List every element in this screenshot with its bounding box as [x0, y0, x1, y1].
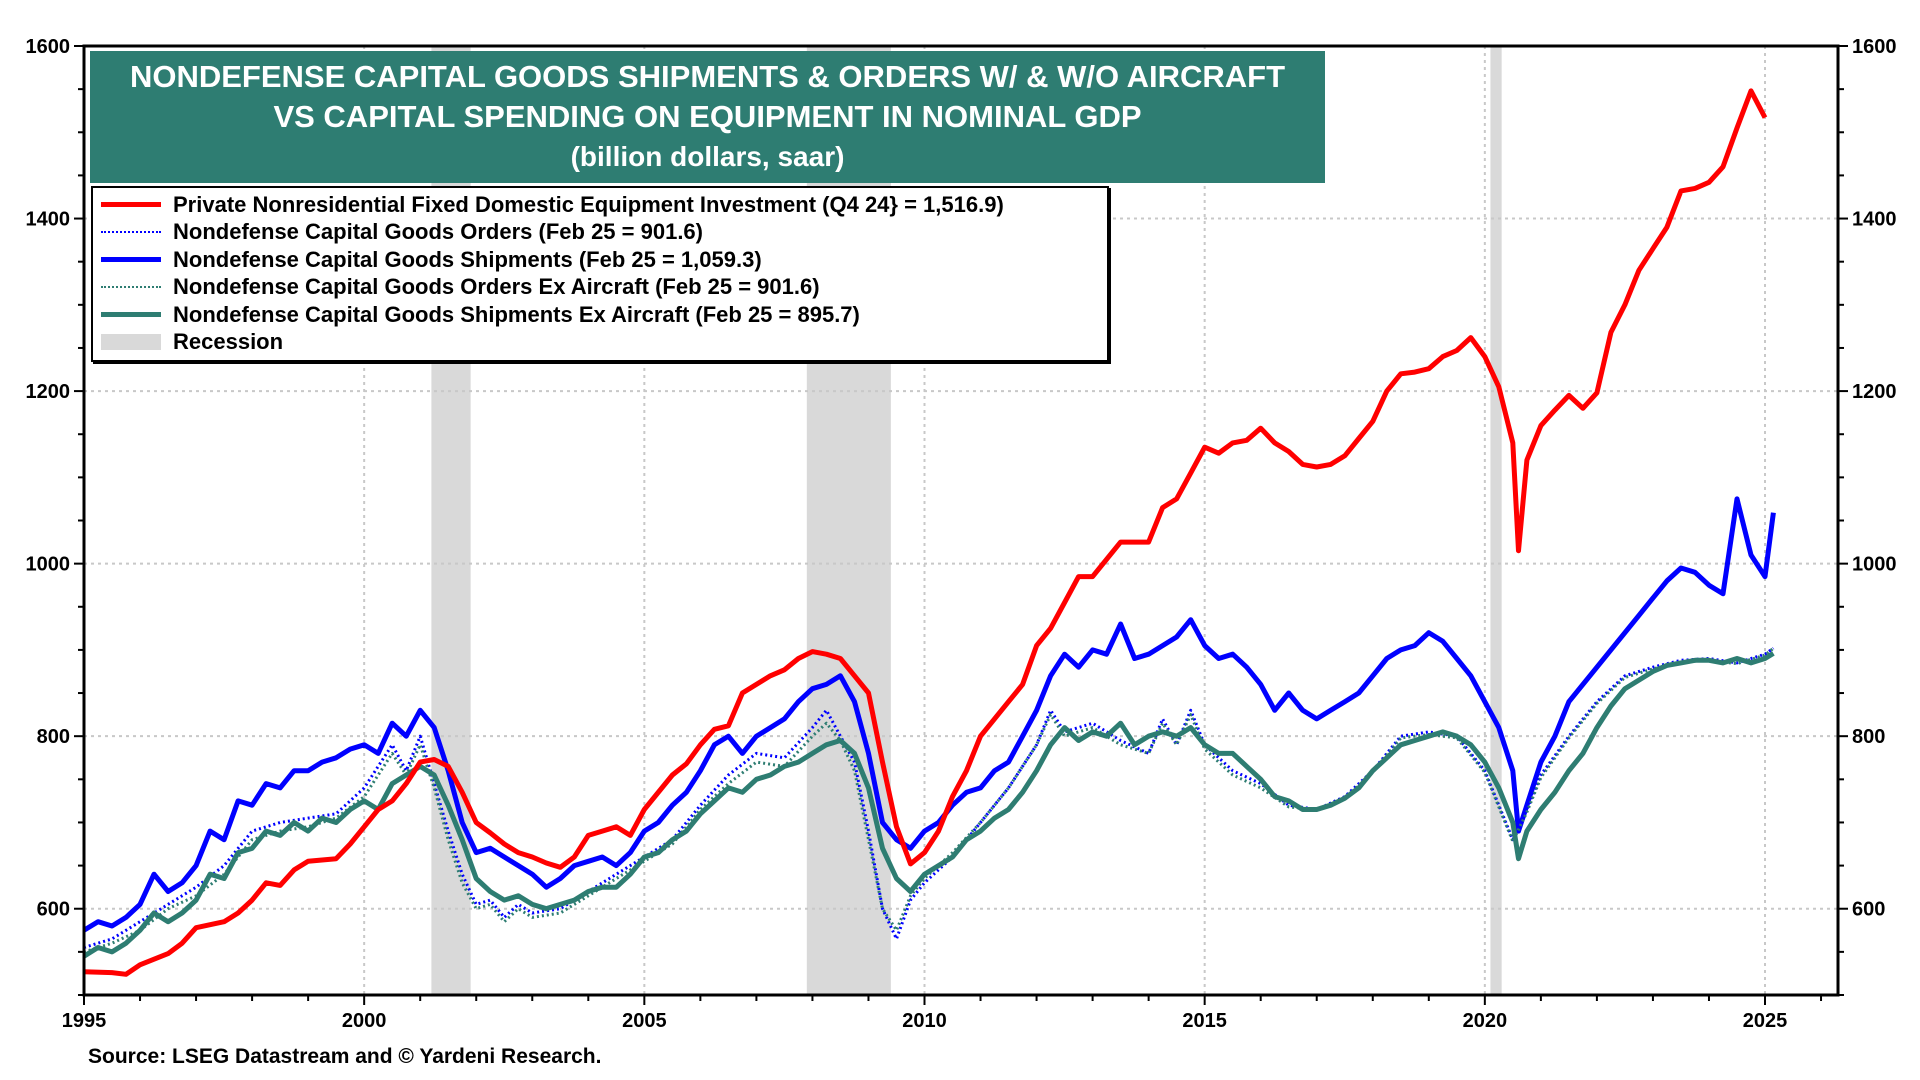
series-group [82, 88, 1776, 977]
series-line-3 [83, 647, 1775, 954]
chart-units-note: (billion dollars, saar) [570, 141, 845, 172]
legend-label: Nondefense Capital Goods Shipments Ex Ai… [173, 301, 860, 327]
series-line-2 [82, 496, 1776, 933]
x-tick-label: 2010 [902, 1010, 947, 1032]
tick-labels: 600 600 800 800 1000 1000 1200 1200 1400 1400 1600… [26, 36, 1897, 1032]
axes [74, 44, 1848, 1005]
legend: Private Nonresidential Fixed Domestic Eq… [91, 186, 1109, 362]
chart-title-box: NONDEFENSE CAPITAL GOODS SHIPMENTS & ORD… [90, 51, 1325, 183]
x-tick-label: 2000 [342, 1010, 387, 1032]
legend-label: Recession [173, 329, 284, 355]
legend-swatch-red-solid [101, 202, 161, 208]
legend-swatch-teal-dotted [101, 286, 161, 289]
series-line-0 [83, 88, 1768, 977]
y-tick-label-right: 1600 [1852, 36, 1897, 58]
y-tick-label-right: 1200 [1852, 381, 1897, 403]
series-line-4 [82, 651, 1775, 959]
legend-item-shipments-ex-aircraft: Nondefense Capital Goods Shipments Ex Ai… [93, 301, 1107, 329]
x-tick-label: 2020 [1463, 1010, 1508, 1032]
y-tick-label-right: 1400 [1852, 209, 1897, 231]
series-line-1 [83, 646, 1775, 949]
recession-band [1490, 46, 1502, 995]
chart-subtitle: VS CAPITAL SPENDING ON EQUIPMENT IN NOMI… [273, 99, 1142, 134]
legend-swatch-teal-solid [101, 312, 161, 318]
y-tick-label-left: 1000 [26, 554, 71, 576]
legend-swatch-blue-solid [101, 257, 161, 263]
y-tick-label-right: 800 [1852, 726, 1885, 748]
chart-title: NONDEFENSE CAPITAL GOODS SHIPMENTS & ORD… [129, 59, 1286, 94]
y-tick-label-left: 600 [37, 899, 70, 921]
legend-item-recession: Recession [93, 329, 1107, 357]
legend-label: Nondefense Capital Goods Shipments (Feb … [173, 246, 762, 272]
x-tick-label: 2015 [1182, 1010, 1227, 1032]
x-tick-label: 2025 [1743, 1010, 1788, 1032]
legend-item-orders: Nondefense Capital Goods Orders (Feb 25 … [93, 219, 1107, 247]
legend-label: Nondefense Capital Goods Orders Ex Aircr… [173, 274, 820, 300]
legend-label: Private Nonresidential Fixed Domestic Eq… [173, 191, 1004, 217]
y-tick-label-left: 1400 [26, 209, 71, 231]
legend-swatch-blue-dotted [101, 231, 161, 234]
x-tick-label: 2005 [622, 1010, 667, 1032]
source-note: Source: LSEG Datastream and © Yardeni Re… [88, 1045, 602, 1068]
legend-label: Nondefense Capital Goods Orders (Feb 25 … [173, 219, 703, 245]
x-tick-label: 1995 [62, 1010, 107, 1032]
legend-swatch-recession [101, 334, 161, 351]
y-tick-label-left: 1200 [26, 381, 71, 403]
y-tick-label-right: 1000 [1852, 554, 1897, 576]
legend-item-orders-ex-aircraft: Nondefense Capital Goods Orders Ex Aircr… [93, 274, 1107, 302]
legend-item-shipments: Nondefense Capital Goods Shipments (Feb … [93, 246, 1107, 274]
y-tick-label-left: 1600 [26, 36, 71, 58]
y-tick-label-right: 600 [1852, 899, 1885, 921]
y-tick-label-left: 800 [37, 726, 70, 748]
legend-item-equipment-investment: Private Nonresidential Fixed Domestic Eq… [93, 191, 1107, 219]
